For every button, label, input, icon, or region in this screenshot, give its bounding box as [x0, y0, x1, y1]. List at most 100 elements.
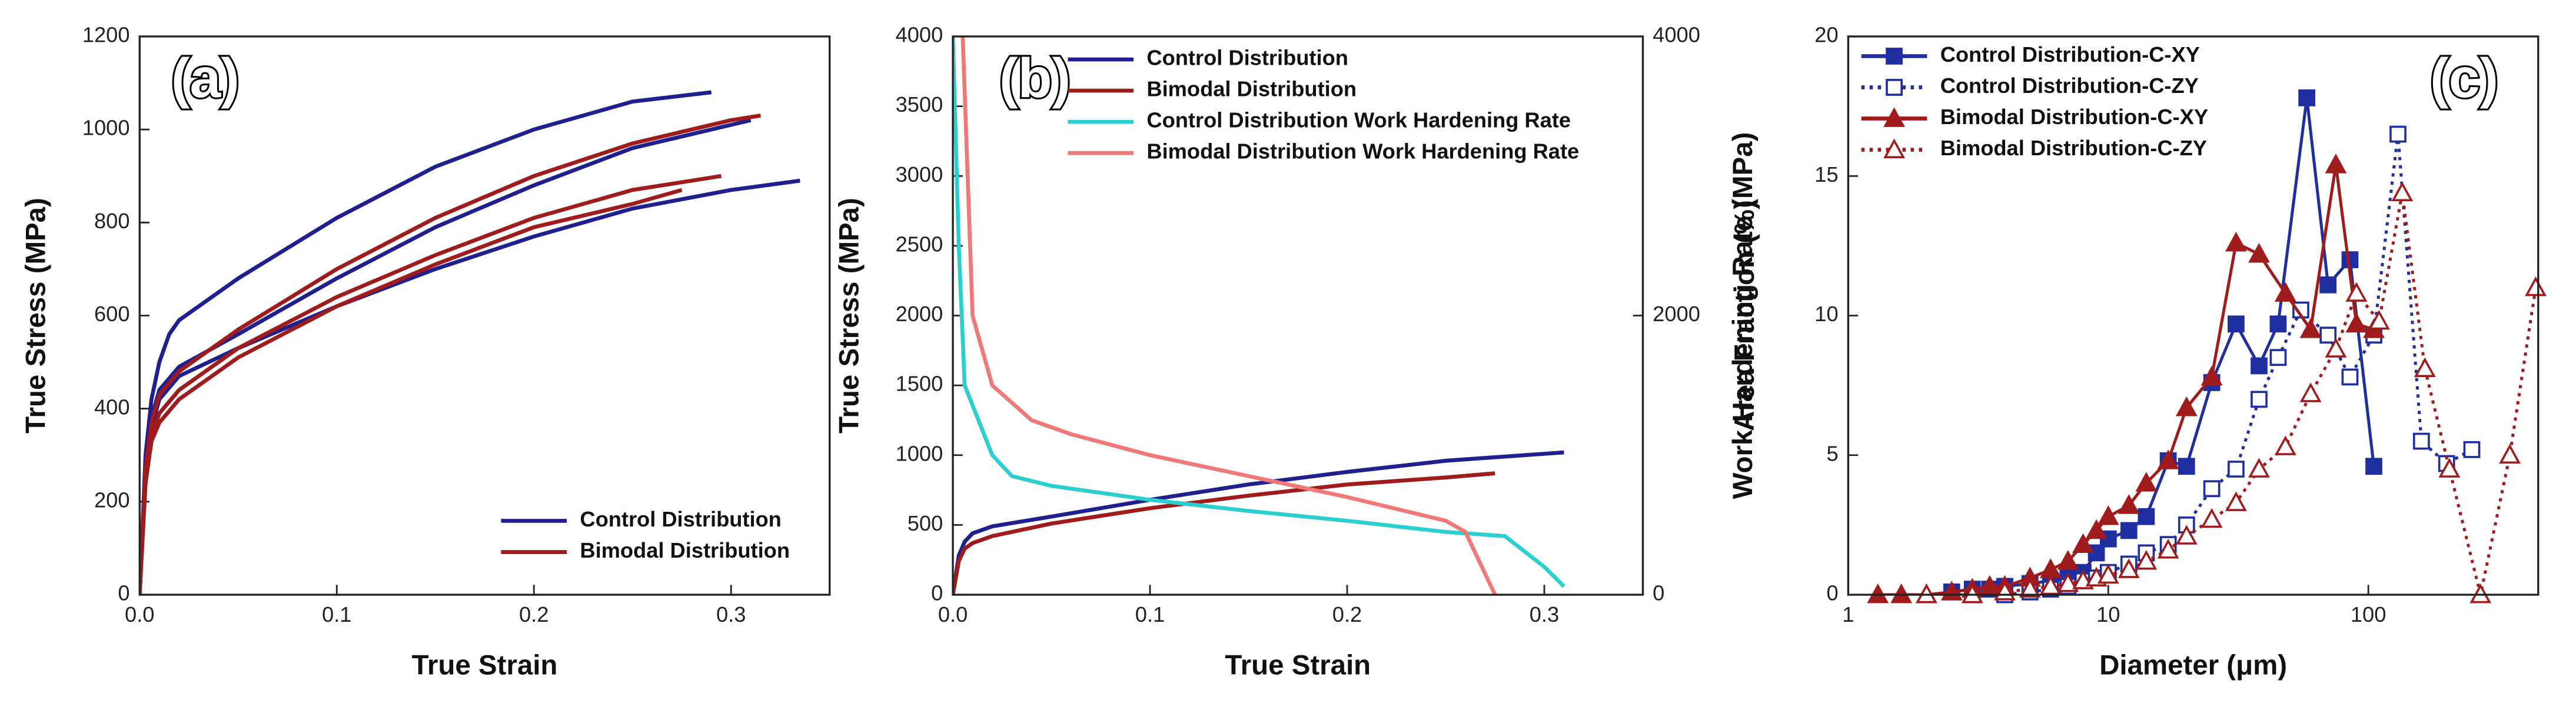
y-tick-label: 3000: [896, 162, 943, 186]
curve: [139, 114, 761, 595]
marker: [2157, 539, 2179, 559]
marker: [2135, 472, 2158, 492]
x-tick-label: 0.2: [1332, 602, 1362, 626]
x-axis-label: True Strain: [412, 649, 558, 681]
line: [1926, 192, 2537, 595]
marker: [2365, 458, 2382, 475]
line: [1972, 134, 2473, 595]
marker: [2175, 396, 2198, 416]
y-tick-label: 4000: [896, 23, 943, 47]
y2-tick-label: 0: [1653, 581, 1664, 605]
marker: [1883, 138, 1905, 158]
marker: [2414, 357, 2436, 378]
y-tick-label: 5: [1826, 441, 1838, 465]
marker: [2138, 508, 2155, 525]
marker: [2391, 181, 2414, 202]
legend-label: Bimodal Distribution: [580, 538, 790, 562]
marker: [2299, 318, 2322, 338]
marker: [2120, 522, 2138, 539]
x-tick-label: 0.3: [1530, 602, 1559, 626]
marker: [2368, 309, 2390, 330]
x-tick-label: 0.2: [519, 602, 549, 626]
marker: [2463, 441, 2481, 458]
marker: [2135, 549, 2158, 570]
marker: [2178, 458, 2195, 475]
marker: [2345, 282, 2368, 302]
y-tick-label: 0: [118, 581, 129, 605]
marker: [2118, 558, 2140, 578]
panel-label: (b): [999, 47, 1071, 109]
marker: [2341, 368, 2359, 386]
marker: [2274, 435, 2296, 455]
legend-label: Control Distribution: [1146, 46, 1348, 70]
marker: [2412, 432, 2430, 450]
legend-label: Bimodal Distribution Work Hardening Rate: [1146, 139, 1579, 164]
marker: [2269, 315, 2287, 333]
x-tick-label: 10: [2096, 602, 2120, 626]
marker: [1886, 48, 1903, 65]
y-tick-label: 0: [1826, 581, 1838, 605]
y-tick-label: 15: [1814, 162, 1838, 186]
panel-label: (c): [2430, 47, 2498, 109]
legend-label: Bimodal Distribution: [1146, 77, 1357, 101]
line: [953, 471, 1495, 595]
x-tick-label: 0.1: [1135, 602, 1165, 626]
y-tick-label: 1200: [82, 23, 130, 47]
legend-label: Bimodal Distribution-C-XY: [1940, 105, 2208, 129]
x-tick-label: 100: [2351, 602, 2386, 626]
marker: [2269, 349, 2287, 366]
x-tick-label: 1: [1842, 602, 1854, 626]
legend-label: Control Distribution Work Hardening Rate: [1146, 108, 1571, 132]
marker: [2057, 572, 2079, 592]
y2-tick-label: 2000: [1653, 302, 1700, 326]
line: [1951, 98, 2376, 594]
legend-label: Bimodal Distribution-C-ZY: [1940, 136, 2207, 160]
marker: [2251, 357, 2268, 375]
marker: [2057, 549, 2079, 570]
legend-label: Control Distribution-C-ZY: [1940, 74, 2199, 98]
curve: [139, 174, 722, 595]
y-tick-label: 400: [94, 395, 130, 419]
curve: [139, 188, 683, 595]
marker: [2319, 276, 2337, 294]
marker: [2389, 125, 2407, 143]
y-axis-label: Area Fraction (%): [1729, 200, 1760, 431]
marker: [2345, 312, 2368, 333]
x-axis-label: True Strain: [1225, 649, 1371, 681]
x-tick-label: 0.0: [938, 602, 968, 626]
y-tick-label: 1000: [896, 441, 943, 465]
x-tick-label: 0.0: [125, 602, 154, 626]
panel: 1 10 100 0 5 10 15 20 Diameter (μm) Area Fraction…: [1729, 23, 2547, 681]
curve: [139, 90, 712, 595]
marker: [2325, 154, 2347, 174]
y-tick-label: 20: [1814, 23, 1838, 47]
x-tick-label: 0.1: [322, 602, 351, 626]
marker: [1883, 107, 1905, 127]
marker: [2438, 458, 2461, 478]
y-tick-label: 3500: [896, 92, 943, 116]
marker: [2228, 461, 2245, 478]
panel: 0.0 0.1 0.2 0.3 0 500 1000 1500 2000 2500 3000 3500…: [834, 23, 1759, 681]
y-tick-label: 200: [94, 488, 130, 512]
y-tick-label: 800: [94, 209, 130, 233]
marker: [2019, 578, 2041, 598]
marker: [2039, 558, 2062, 578]
marker: [2085, 519, 2108, 539]
x-axis-label: Diameter (μm): [2099, 649, 2287, 681]
y-tick-label: 0: [931, 581, 943, 605]
axes-frame: [952, 35, 1644, 596]
line: [953, 450, 1564, 595]
marker: [2225, 491, 2247, 511]
axes-frame: [138, 35, 831, 596]
x-tick-label: 0.3: [716, 602, 746, 626]
y-axis-label: True Stress (MPa): [834, 198, 865, 434]
marker: [2118, 494, 2140, 514]
marker: [2251, 391, 2268, 408]
marker: [2298, 89, 2315, 106]
legend-label: Control Distribution-C-XY: [1940, 42, 2200, 66]
marker: [2525, 276, 2547, 296]
panel-label: (a): [171, 47, 240, 109]
marker: [2225, 232, 2247, 252]
marker: [2157, 449, 2179, 469]
y-tick-label: 600: [94, 302, 130, 326]
